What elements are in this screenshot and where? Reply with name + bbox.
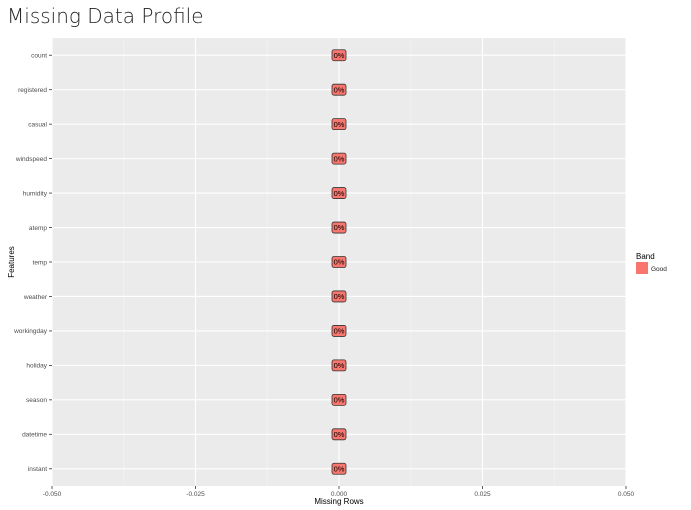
bar-label-box-weather [331, 290, 347, 303]
y-axis: count registered casual windspeed humidity at… [13, 53, 52, 473]
bar-label-box-instant [331, 462, 347, 475]
y-axis-title: Features [7, 246, 16, 278]
bar-label-box-holiday [331, 359, 347, 372]
y-tick-label-count: count [31, 53, 47, 60]
bar-labels: 0% 0% 0% 0% 0% 0% 0% 0% 0% 0% 0% 0% 0% [331, 49, 347, 475]
y-tick-label-humidity: humidity [23, 190, 48, 197]
bar-label-casual: 0% [334, 120, 345, 129]
bar-label-box-workingday [331, 325, 347, 337]
bar-label-box-atemp [331, 221, 347, 234]
bar-label-count: 0% [334, 51, 345, 60]
bar-label-temp: 0% [334, 258, 345, 267]
bar-label-box-humidity [331, 187, 347, 199]
bar-label-box-casual [331, 118, 347, 131]
y-tick-label-instant: instant [28, 466, 47, 473]
y-tick-label-season: season [26, 397, 47, 404]
x-tick-label: 0.025 [474, 491, 491, 498]
bar-label-weather: 0% [334, 292, 345, 301]
legend-label-good: Good [651, 266, 667, 273]
bar-label-datetime: 0% [334, 430, 345, 439]
bar-label-season: 0% [334, 396, 345, 405]
bar-label-box-season [331, 393, 347, 406]
bar-label-box-datetime [331, 428, 347, 441]
bar-label-humidity: 0% [334, 189, 345, 198]
bar-label-instant: 0% [334, 464, 345, 473]
x-axis: -0.050 -0.025 0.000 0.025 0.050 [43, 486, 635, 498]
y-tick-label-windspeed: windspeed [15, 156, 47, 163]
x-tick-label: -0.050 [43, 491, 62, 498]
x-tick-label: 0.050 [618, 491, 635, 498]
bar-label-registered: 0% [334, 85, 345, 94]
legend: Band Good [636, 252, 667, 274]
y-tick-label-holiday: holiday [26, 363, 47, 370]
chart-title: Missing Data Profile [7, 4, 204, 28]
x-tick-label: 0.000 [331, 491, 348, 498]
bar-label-box-count [331, 49, 347, 62]
bar-label-box-windspeed [331, 152, 347, 165]
y-tick-label-temp: temp [33, 259, 48, 266]
bar-label-workingday: 0% [334, 327, 345, 336]
bar-label-box-temp [331, 256, 347, 268]
y-tick-label-workingday: workingday [13, 328, 48, 335]
bar-label-atemp: 0% [334, 223, 345, 232]
bar-label-holiday: 0% [334, 361, 345, 370]
y-tick-label-datetime: datetime [22, 432, 47, 439]
y-tick-label-atemp: atemp [29, 225, 47, 232]
x-tick-label: -0.025 [186, 491, 205, 498]
y-tick-label-registered: registered [18, 87, 47, 94]
bar-label-box-registered [331, 83, 347, 96]
x-axis-title: Missing Rows [314, 497, 363, 506]
y-tick-label-casual: casual [28, 121, 47, 128]
legend-key-good [636, 262, 648, 274]
y-tick-label-weather: weather [23, 294, 48, 301]
legend-title: Band [636, 252, 655, 261]
bar-label-windspeed: 0% [334, 154, 345, 163]
